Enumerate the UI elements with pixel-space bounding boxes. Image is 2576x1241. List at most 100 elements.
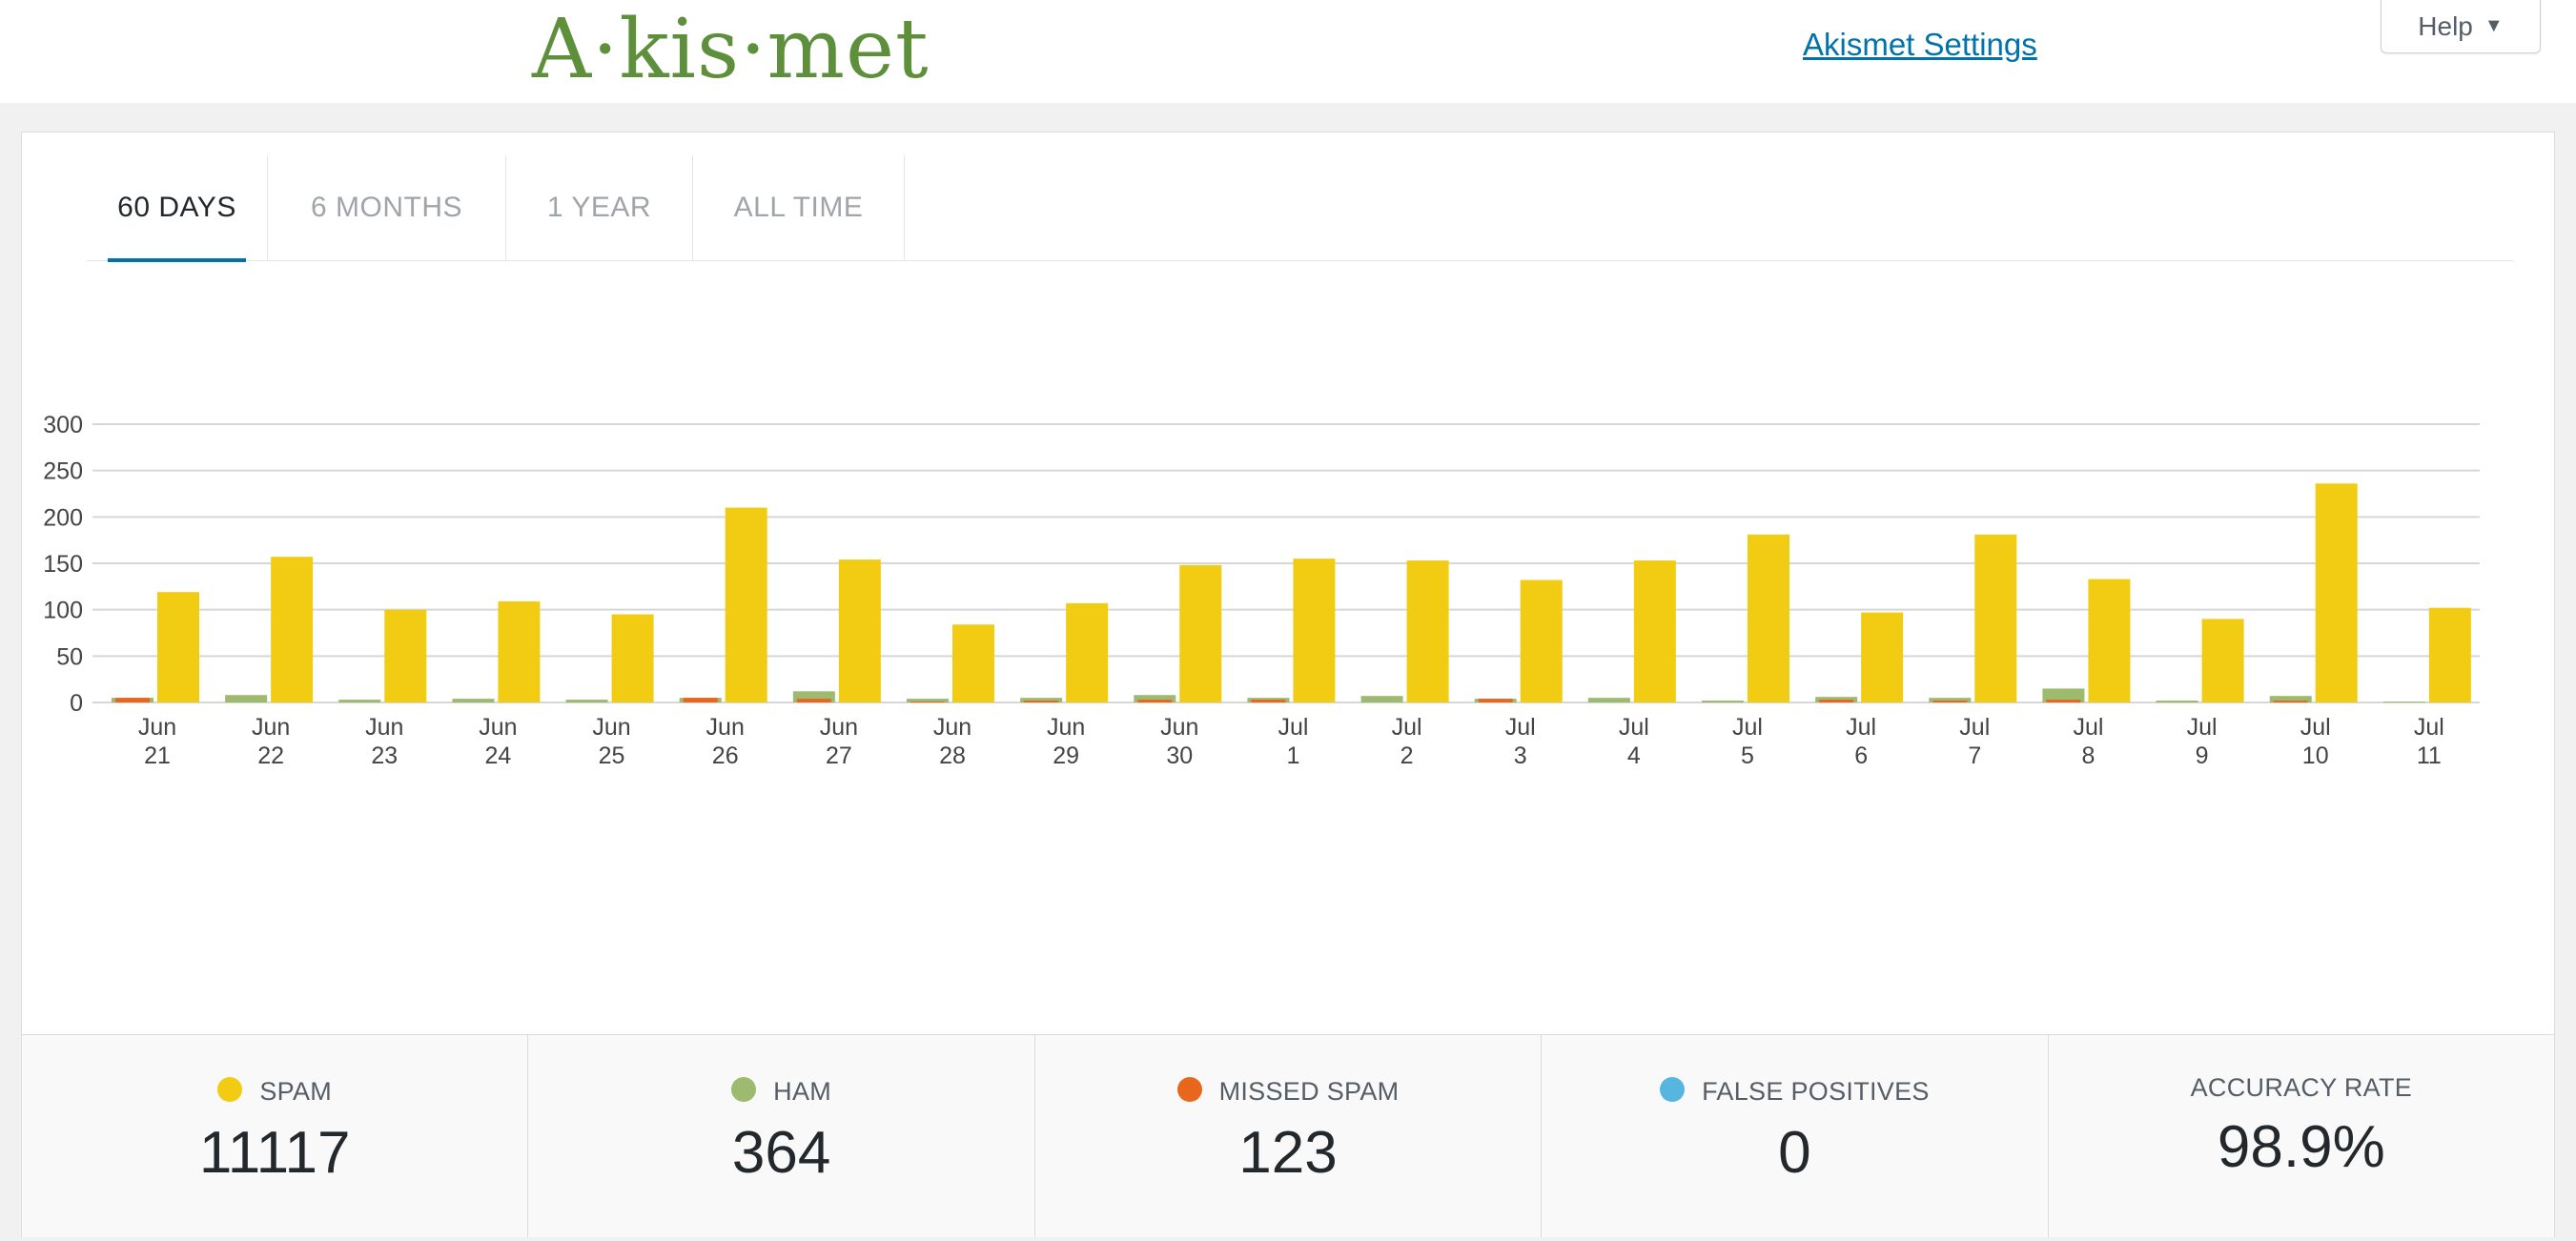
spam-bar [157, 592, 199, 702]
x-tick-label-month: Jun [479, 714, 517, 741]
x-tick-label-month: Jun [1047, 714, 1085, 741]
stat-accuracy-value: 98.9% [2217, 1114, 2385, 1180]
spam-bar [1179, 564, 1222, 702]
stat-missed-spam-value: 123 [1238, 1120, 1338, 1186]
x-tick-label-day: 9 [2196, 743, 2209, 769]
help-button[interactable]: Help ▼ [2381, 0, 2541, 53]
x-tick-label-month: Jul [2187, 714, 2218, 741]
spam-bar [611, 614, 654, 702]
spam-bar [725, 507, 767, 702]
y-tick-label: 50 [56, 643, 83, 670]
tab-all-time[interactable]: ALL TIME [693, 155, 905, 260]
stat-ham-value: 364 [731, 1120, 831, 1186]
x-tick-label-month: Jun [365, 714, 403, 741]
ham-bar [792, 691, 835, 702]
spam-bar [2201, 619, 2244, 702]
akismet-logo: A·kis·met [532, 2, 930, 97]
spam-bar [498, 600, 541, 702]
false-positives-dot [1660, 1076, 1686, 1102]
y-tick-label: 300 [43, 412, 83, 438]
x-tick-label-month: Jul [2073, 714, 2103, 741]
missed-spam-bar [2273, 701, 2308, 702]
stat-false-positives-value: 0 [1778, 1120, 1811, 1186]
x-tick-label-day: 28 [939, 743, 966, 769]
x-tick-label-day: 21 [144, 743, 171, 769]
x-tick-label-day: 5 [1741, 743, 1754, 769]
x-tick-label-month: Jul [1619, 714, 1649, 741]
spam-bar [271, 557, 314, 702]
spam-bar [1861, 612, 1904, 702]
stats-panel: 60 DAYS 6 MONTHS 1 YEAR ALL TIME 0 50 100 1… [21, 132, 2555, 1237]
x-tick-label-day: 10 [2302, 743, 2329, 769]
x-tick-label-day: 7 [1968, 743, 1981, 769]
tab-6-months[interactable]: 6 MONTHS [268, 155, 506, 260]
stat-missed-spam-label: MISSED SPAM [1218, 1077, 1400, 1106]
x-tick-label-day: 4 [1627, 743, 1641, 769]
ham-bar [565, 700, 608, 702]
spam-bar [1633, 560, 1676, 702]
top-bar: A·kis·met Akismet Settings Help ▼ [0, 0, 2576, 103]
missed-spam-bar [115, 698, 150, 702]
x-tick-label-month: Jul [1505, 714, 1536, 741]
x-tick-label-month: Jun [820, 714, 858, 741]
x-tick-label-month: Jun [706, 714, 745, 741]
stat-ham: HAM 364 [528, 1035, 1035, 1237]
x-tick-label-month: Jul [2300, 714, 2331, 741]
missed-spam-bar [1478, 699, 1513, 702]
x-tick-label-day: 24 [485, 743, 512, 769]
stat-missed-spam: MISSED SPAM 123 [1035, 1035, 1543, 1237]
x-tick-label-day: 1 [1286, 743, 1299, 769]
caret-down-icon: ▼ [2484, 15, 2504, 36]
y-tick-label: 0 [70, 690, 83, 717]
missed-spam-bar [1137, 700, 1173, 702]
x-tick-label-day: 27 [826, 743, 852, 769]
akismet-settings-link[interactable]: Akismet Settings [1803, 27, 2037, 62]
spam-bar [1066, 602, 1109, 702]
tab-1-year[interactable]: 1 YEAR [506, 155, 693, 260]
spam-bar [952, 624, 994, 702]
x-tick-label-month: Jul [2414, 714, 2444, 741]
x-tick-label-month: Jun [1160, 714, 1198, 741]
ham-bar [907, 699, 949, 702]
ham-bar [452, 699, 495, 702]
help-label: Help [2418, 10, 2473, 41]
x-tick-label-day: 8 [2081, 743, 2095, 769]
x-tick-label-month: Jul [1392, 714, 1422, 741]
stat-spam: SPAM 11117 [22, 1035, 529, 1237]
summary-stats: SPAM 11117 HAM 364 MISSED SPAM 123 FALSE… [22, 1034, 2554, 1237]
x-tick-label-day: 29 [1053, 743, 1079, 769]
stat-spam-value: 11117 [198, 1120, 351, 1186]
spam-bar [2088, 579, 2131, 702]
tab-60-days[interactable]: 60 DAYS [87, 155, 268, 262]
ham-bar [1587, 698, 1630, 702]
x-tick-label-month: Jun [138, 714, 176, 741]
x-tick-label-day: 26 [712, 743, 739, 769]
stat-accuracy-label: ACCURACY RATE [2190, 1073, 2413, 1102]
spam-bar [1974, 534, 2017, 702]
ham-bar [1360, 696, 1403, 702]
ham-dot [731, 1076, 757, 1102]
stat-spam-label: SPAM [259, 1077, 333, 1106]
y-tick-label: 200 [43, 504, 83, 531]
spam-bar [1748, 534, 1789, 702]
missed-spam-bar [2046, 700, 2081, 702]
x-tick-label-day: 3 [1514, 743, 1527, 769]
x-tick-label-month: Jul [1732, 714, 1763, 741]
spam-bar [2428, 607, 2471, 702]
x-tick-label-month: Jul [1959, 714, 1990, 741]
spam-dot [217, 1076, 243, 1102]
x-tick-label-day: 30 [1166, 743, 1193, 769]
missed-spam-bar [1932, 701, 1968, 702]
ham-bar [2269, 696, 2312, 702]
y-tick-label: 150 [43, 551, 83, 578]
x-tick-label-month: Jun [252, 714, 290, 741]
spam-bar [1406, 560, 1449, 702]
missed-spam-dot [1176, 1076, 1202, 1102]
stat-false-positives-label: FALSE POSITIVES [1702, 1077, 1930, 1106]
ham-bar [1134, 695, 1176, 702]
ham-bar [1929, 698, 1972, 702]
x-tick-label-month: Jun [933, 714, 971, 741]
x-tick-label-day: 25 [599, 743, 625, 769]
x-tick-label-month: Jun [592, 714, 630, 741]
stat-accuracy: ACCURACY RATE 98.9% [2049, 1035, 2554, 1237]
